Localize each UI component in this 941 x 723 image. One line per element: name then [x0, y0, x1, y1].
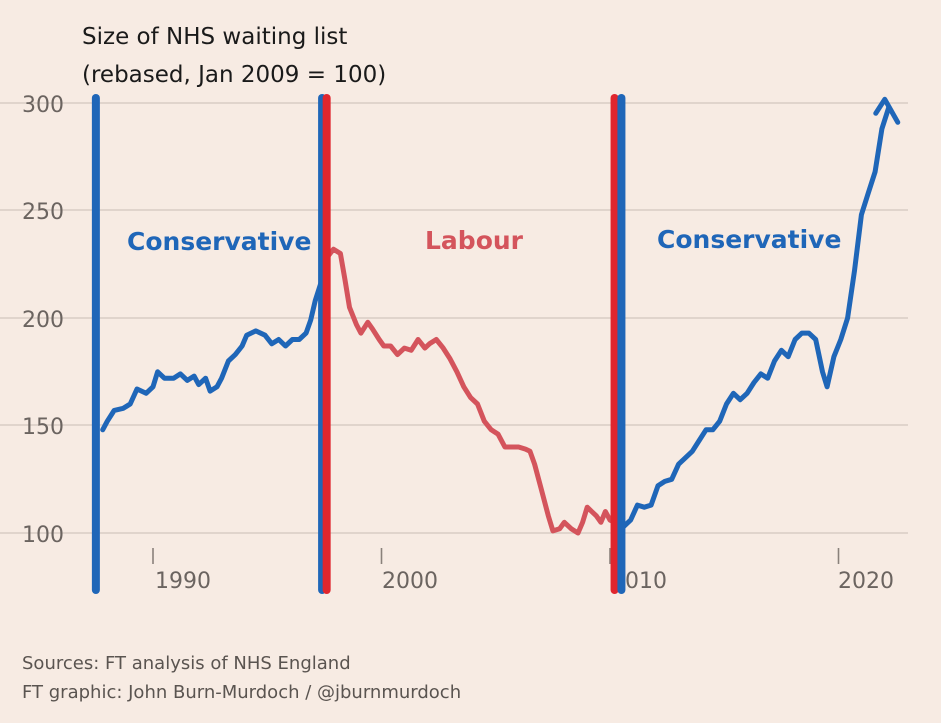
era-label-labour: Labour [425, 226, 524, 255]
y-tick-label-250: 250 [22, 200, 64, 225]
government-change-layer [91, 94, 626, 594]
footer-sources: Sources: FT analysis of NHS England [22, 653, 351, 674]
gridlines [0, 102, 908, 534]
footer-credit: FT graphic: John Burn-Murdoch / @jburnmu… [22, 682, 461, 703]
chart-title: Size of NHS waiting list [82, 24, 347, 50]
y-tick-label-300: 300 [22, 93, 64, 118]
x-tick-label-1990: 1990 [155, 569, 211, 594]
series-line-1 [100, 255, 330, 433]
chart-subtitle: (rebased, Jan 2009 = 100) [82, 62, 386, 88]
arrow-head-icon [873, 96, 901, 125]
y-tick-label-100: 100 [22, 523, 64, 548]
series-layer [100, 104, 892, 536]
x-tick-label-2020: 2020 [838, 569, 894, 594]
x-ticks [152, 548, 840, 564]
y-tick-label-150: 150 [22, 415, 64, 440]
y-tick-label-200: 200 [22, 308, 64, 333]
series-line-3 [621, 104, 892, 529]
x-tick-label-2000: 2000 [382, 569, 438, 594]
series-line-2 [324, 246, 622, 536]
era-label-conservative-2: Conservative [657, 225, 841, 254]
era-label-conservative-1: Conservative [127, 227, 311, 256]
